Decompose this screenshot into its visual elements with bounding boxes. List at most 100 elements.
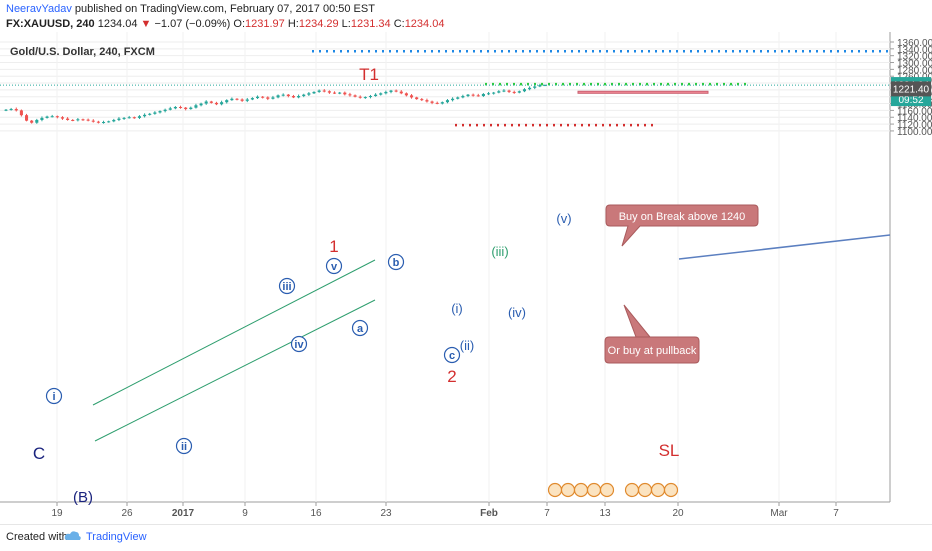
candle-body	[225, 100, 229, 103]
candle-body	[471, 94, 475, 96]
tradingview-link[interactable]: TradingView	[86, 531, 147, 543]
wave-label-iii: iii	[282, 281, 291, 293]
candle-body	[307, 93, 311, 95]
author-link[interactable]: NeeravYadav	[6, 3, 72, 15]
wave-label-iv2: (iv)	[508, 305, 526, 320]
candle-body	[250, 98, 254, 100]
wave-label-ii: ii	[181, 441, 187, 453]
down-arrow-icon: ▼	[140, 18, 152, 30]
candle-body	[24, 115, 29, 121]
candle-body	[286, 94, 290, 97]
candle-body	[533, 86, 537, 88]
candle-body	[302, 94, 306, 97]
footer: Created with TradingView	[0, 524, 932, 551]
price-axis: 1360.001340.001320.001300.001280.001260.…	[890, 38, 932, 138]
candle-body	[343, 92, 347, 95]
candle-body	[338, 92, 342, 94]
close-label: C:	[393, 18, 405, 30]
event-flag-icon	[624, 482, 640, 498]
candle-body	[261, 96, 265, 98]
candle-body	[394, 90, 398, 92]
time-tick-label: Feb	[480, 508, 498, 519]
candle-body	[55, 116, 59, 118]
wave-label-b: b	[393, 257, 400, 269]
time-tick-label: 16	[310, 508, 322, 519]
time-tick-label: 23	[380, 508, 392, 519]
wave-circle-v	[325, 257, 343, 275]
candle-body	[476, 95, 480, 97]
candle-body	[281, 94, 285, 96]
event-flag-icon	[586, 482, 602, 498]
candle-body	[332, 92, 337, 94]
price-chart[interactable]: 1360.001340.001320.001300.001280.001260.…	[0, 32, 932, 524]
wave-label-B: (B)	[73, 489, 93, 506]
wave-circle-a	[351, 319, 369, 337]
candle-body	[245, 99, 249, 101]
candle-body	[132, 117, 136, 119]
candle-body	[9, 109, 13, 111]
candle-body	[384, 91, 388, 94]
price-tick-label: 1280.00	[897, 65, 932, 76]
wave-label-i: i	[52, 391, 55, 403]
candle-body	[220, 102, 224, 105]
candle-body	[291, 96, 296, 98]
candle-body	[297, 96, 301, 98]
event-flag-icon	[573, 482, 589, 498]
candle-body	[512, 91, 516, 93]
candle-body	[379, 93, 383, 95]
candle-body	[112, 119, 116, 122]
wave-label-v2: (v)	[556, 211, 571, 226]
wave-circle-ii	[175, 437, 193, 455]
candle-body	[502, 90, 506, 92]
candle-body	[456, 97, 460, 99]
candle-body	[312, 91, 316, 94]
time-tick-label: Mar	[770, 508, 788, 519]
channel-lower-line	[94, 299, 376, 442]
candle-body	[271, 97, 275, 99]
channel-upper-line	[92, 259, 376, 406]
candle-body	[327, 91, 331, 93]
wave-circle-b	[387, 253, 405, 271]
time-tick-label: 9	[242, 508, 248, 519]
open-label: O:	[233, 18, 246, 30]
candle-body	[189, 107, 193, 110]
candle-body	[486, 93, 491, 95]
candle-body	[153, 112, 157, 114]
wave-label-C: C	[33, 444, 45, 463]
candle-body	[101, 122, 106, 124]
candle-body	[420, 99, 424, 101]
price-tick-label: 1360.00	[897, 38, 932, 49]
candle-body	[517, 91, 521, 93]
chart-title: Gold/U.S. Dollar, 240, FXCM	[10, 46, 155, 58]
candle-body	[122, 117, 126, 119]
candle-body	[276, 95, 280, 98]
candle-body	[235, 98, 239, 100]
candle-body	[348, 94, 352, 96]
candle-body	[538, 85, 542, 87]
time-tick-label: 26	[121, 508, 133, 519]
candle-body	[440, 102, 444, 104]
event-flag-icon	[663, 482, 679, 498]
candle-body	[445, 100, 450, 103]
countdown-label: 09:52	[898, 95, 923, 106]
candle-body	[374, 94, 378, 97]
candle-body	[451, 98, 455, 101]
candle-body	[466, 94, 470, 97]
candle-body	[204, 101, 208, 104]
candle-body	[214, 102, 219, 105]
candle-body	[322, 90, 326, 92]
candle-body	[507, 90, 511, 92]
candle-body	[266, 97, 270, 99]
price-tick-label: 1140.00	[897, 113, 932, 124]
candle-body	[81, 119, 85, 121]
candle-body	[430, 101, 434, 103]
candle-body	[19, 110, 23, 116]
time-tick-label: 20	[672, 508, 684, 519]
candle-body	[30, 120, 34, 123]
candle-body	[91, 120, 95, 122]
time-axis: 19 26 2017 9 16 23 Feb 7 13 20 Mar 7	[51, 502, 839, 519]
open-value: 1231.97	[245, 18, 285, 30]
candle-body	[435, 102, 439, 104]
candle-body	[353, 95, 357, 97]
price-tick-label: 1320.00	[897, 52, 932, 63]
